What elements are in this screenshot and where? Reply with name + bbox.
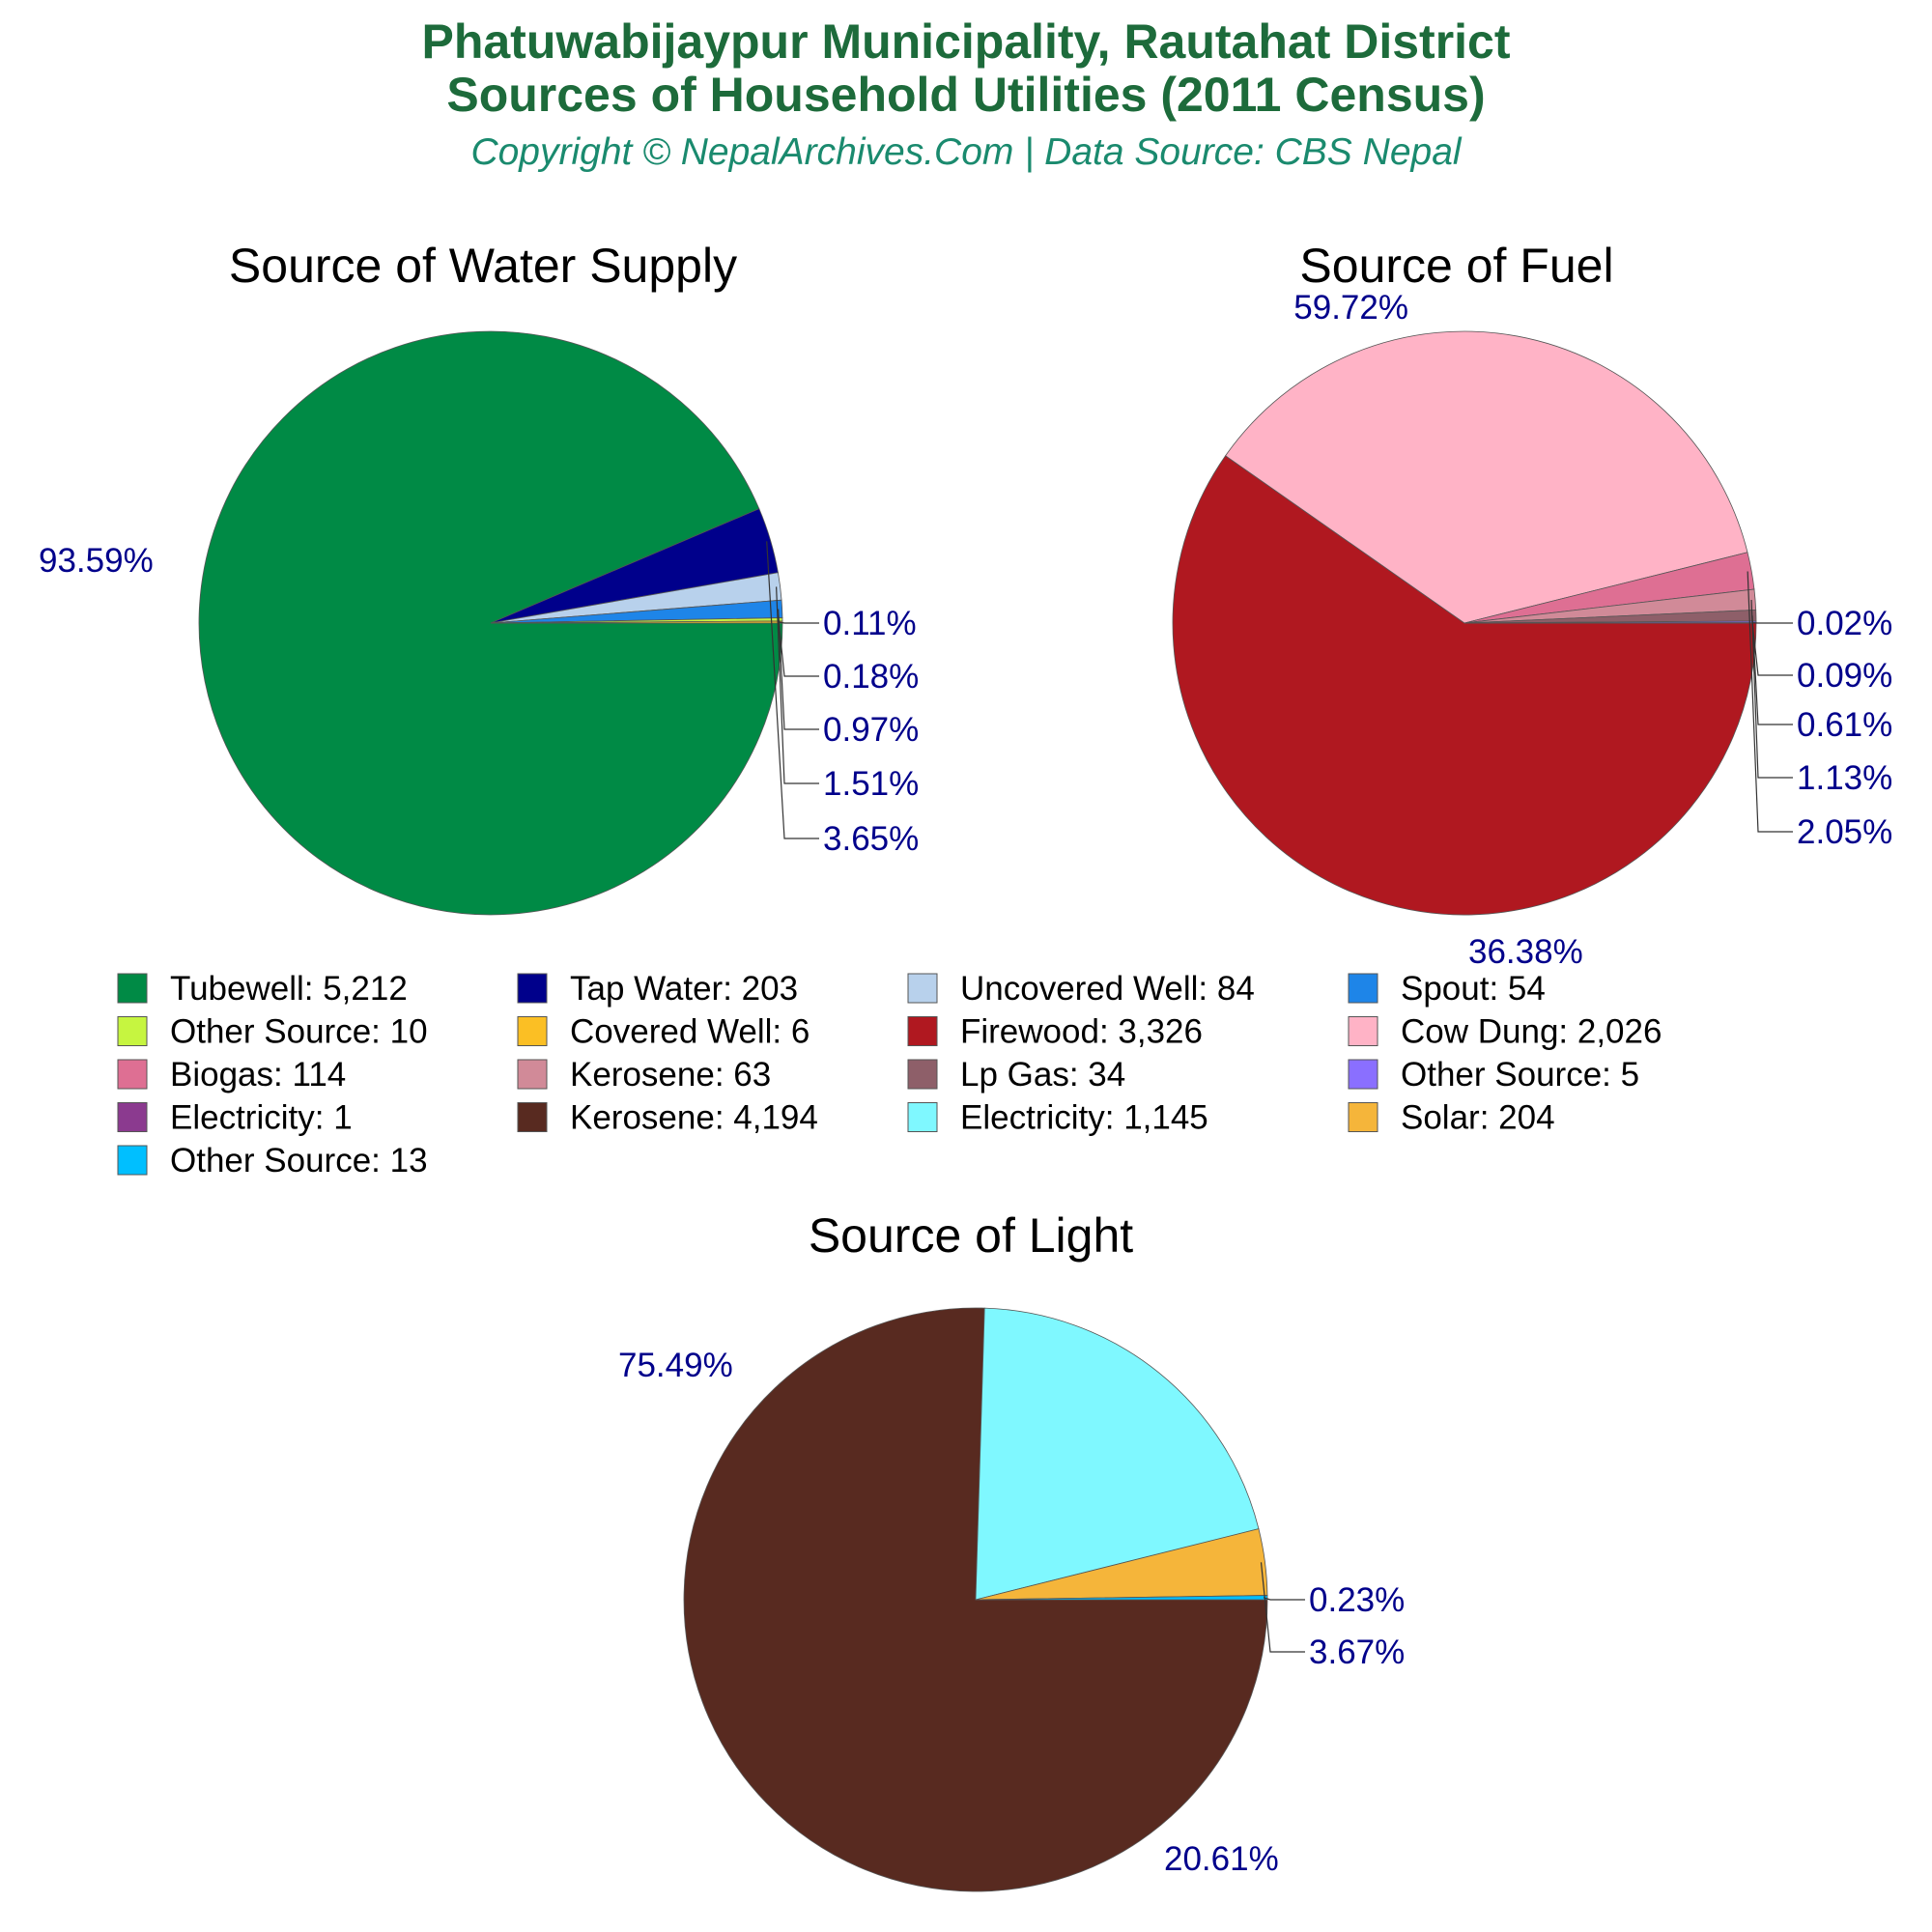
- legend-item: Electricity: 1: [117, 1099, 353, 1137]
- percent-label: 75.49%: [618, 1347, 733, 1384]
- percent-label: 0.97%: [823, 711, 919, 749]
- legend-item: Other Source: 13: [117, 1142, 428, 1179]
- legend-label: Firewood: 3,326: [960, 1013, 1203, 1051]
- legend-swatch: [1348, 1016, 1378, 1046]
- legend-item: Uncovered Well: 84: [907, 970, 1255, 1008]
- legend-swatch: [1348, 1059, 1378, 1090]
- percent-label: 59.72%: [1293, 289, 1408, 327]
- legend-item: Covered Well: 6: [517, 1013, 810, 1051]
- legend-label: Kerosene: 63: [570, 1056, 771, 1094]
- leader-line: [1751, 615, 1793, 725]
- pie-slice-electricity: [975, 1307, 1260, 1601]
- legend-swatch: [517, 973, 548, 1004]
- legend-item: Kerosene: 63: [517, 1056, 771, 1094]
- legend-label: Uncovered Well: 84: [960, 970, 1255, 1008]
- light-chart-title: Source of Light: [809, 1208, 1133, 1263]
- legend-swatch: [517, 1102, 548, 1132]
- percent-label: 20.61%: [1164, 1840, 1279, 1878]
- legend-item: Biogas: 114: [117, 1056, 346, 1094]
- legend-item: Solar: 204: [1348, 1099, 1555, 1137]
- legend-swatch: [907, 1016, 938, 1046]
- leader-line: [1751, 621, 1793, 676]
- legend-label: Lp Gas: 34: [960, 1056, 1125, 1094]
- water-chart-title: Source of Water Supply: [229, 239, 737, 293]
- legend: Tubewell: 5,212 Tap Water: 203 Uncovered W…: [117, 970, 1662, 1179]
- leader-line: [1263, 1597, 1305, 1601]
- legend-label: Other Source: 5: [1401, 1056, 1639, 1094]
- percent-label: 1.51%: [823, 765, 919, 803]
- legend-item: Lp Gas: 34: [907, 1056, 1125, 1094]
- leader-line: [1747, 571, 1793, 833]
- copyright-subtitle: Copyright © NepalArchives.Com | Data Sou…: [470, 131, 1462, 173]
- legend-item: Tap Water: 203: [517, 970, 798, 1008]
- legend-label: Tubewell: 5,212: [170, 970, 408, 1008]
- pie-slice-other-source: [975, 1595, 1268, 1601]
- leader-line: [778, 621, 819, 624]
- legend-swatch: [117, 973, 148, 1004]
- legend-label: Other Source: 10: [170, 1013, 428, 1051]
- legend-item: Kerosene: 4,194: [517, 1099, 818, 1137]
- legend-swatch: [907, 1102, 938, 1132]
- percent-label: 1.13%: [1797, 759, 1892, 797]
- legend-label: Kerosene: 4,194: [570, 1099, 818, 1137]
- leader-line: [778, 609, 819, 730]
- legend-label: Other Source: 13: [170, 1142, 428, 1179]
- legend-item: Tubewell: 5,212: [117, 970, 408, 1008]
- main-title-line2: Sources of Household Utilities (2011 Cen…: [446, 68, 1485, 122]
- legend-label: Electricity: 1: [170, 1099, 353, 1137]
- water-supply-pie: 93.59% 3.65% 1.51% 0.97% 0.18% 0.11%: [39, 330, 919, 916]
- percent-label: 3.65%: [823, 820, 919, 858]
- legend-label: Covered Well: 6: [570, 1013, 810, 1051]
- percent-label: 2.05%: [1797, 813, 1892, 851]
- legend-swatch: [117, 1102, 148, 1132]
- fuel-pie: 59.72% 36.38% 2.05% 1.13% 0.61% 0.09% 0.02%: [1172, 289, 1892, 971]
- leader-line: [766, 541, 819, 839]
- percent-label: 0.18%: [823, 658, 919, 696]
- legend-label: Tap Water: 203: [570, 970, 798, 1008]
- legend-item: Firewood: 3,326: [907, 1013, 1203, 1051]
- light-pie: 75.49% 20.61% 3.67% 0.23%: [618, 1307, 1405, 1892]
- legend-swatch: [1348, 1102, 1378, 1132]
- percent-label: 93.59%: [39, 542, 154, 580]
- legend-item: Cow Dung: 2,026: [1348, 1013, 1662, 1051]
- percent-label: 0.11%: [823, 605, 917, 642]
- legend-label: Biogas: 114: [170, 1056, 346, 1094]
- legend-item: Electricity: 1,145: [907, 1099, 1208, 1137]
- percent-label: 0.02%: [1797, 605, 1892, 642]
- legend-swatch: [517, 1016, 548, 1046]
- leader-line: [1750, 599, 1793, 779]
- legend-swatch: [517, 1059, 548, 1090]
- leader-line: [1260, 1562, 1305, 1653]
- legend-swatch: [907, 973, 938, 1004]
- pie-slice-cow-dung: [1225, 330, 1748, 624]
- legend-label: Cow Dung: 2,026: [1401, 1013, 1662, 1051]
- percent-label: 0.61%: [1797, 706, 1892, 744]
- percent-label: 0.23%: [1309, 1581, 1405, 1619]
- legend-label: Solar: 204: [1401, 1099, 1555, 1137]
- leader-line: [778, 619, 819, 677]
- legend-swatch: [117, 1016, 148, 1046]
- legend-swatch: [117, 1145, 148, 1176]
- legend-swatch: [907, 1059, 938, 1090]
- pie-slice-firewood: [1172, 455, 1757, 916]
- legend-label: Electricity: 1,145: [960, 1099, 1208, 1137]
- legend-swatch: [1348, 973, 1378, 1004]
- percent-label: 0.09%: [1797, 657, 1892, 695]
- legend-swatch: [117, 1059, 148, 1090]
- legend-item: Other Source: 5: [1348, 1056, 1639, 1094]
- leader-line: [776, 586, 819, 784]
- percent-label: 36.38%: [1468, 933, 1583, 971]
- fuel-chart-title: Source of Fuel: [1299, 239, 1613, 293]
- legend-item: Other Source: 10: [117, 1013, 428, 1051]
- legend-label: Spout: 54: [1401, 970, 1546, 1008]
- percent-label: 3.67%: [1309, 1634, 1405, 1671]
- main-title-line1: Phatuwabijaypur Municipality, Rautahat D…: [421, 14, 1510, 69]
- legend-item: Spout: 54: [1348, 970, 1546, 1008]
